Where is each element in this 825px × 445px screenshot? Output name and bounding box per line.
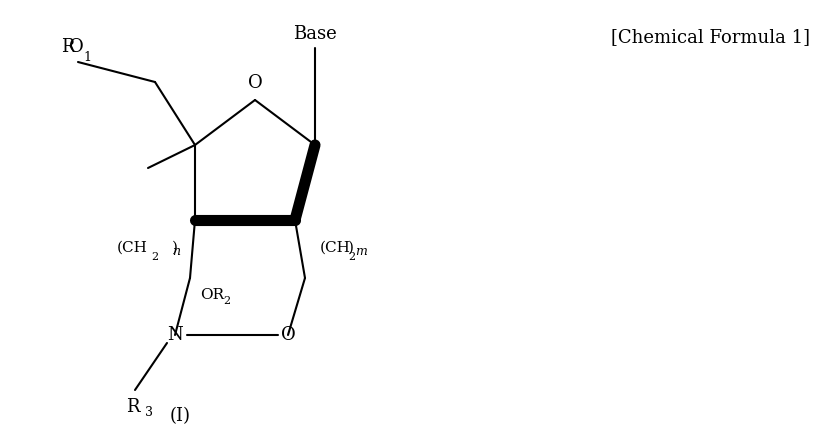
Text: (I): (I) <box>169 407 191 425</box>
Text: Base: Base <box>293 25 337 43</box>
Text: R: R <box>126 398 139 416</box>
Text: O: O <box>280 326 295 344</box>
Text: [Chemical Formula 1]: [Chemical Formula 1] <box>611 28 810 46</box>
Text: O: O <box>69 38 84 56</box>
Text: 1: 1 <box>83 51 91 64</box>
Text: 3: 3 <box>145 406 153 419</box>
Text: 2: 2 <box>223 296 230 306</box>
Text: R: R <box>62 38 75 56</box>
Text: ): ) <box>172 241 178 255</box>
Text: (CH: (CH <box>117 241 148 255</box>
Text: N: N <box>167 326 183 344</box>
Text: (CH: (CH <box>320 241 351 255</box>
Text: 2: 2 <box>151 252 158 262</box>
Text: O: O <box>248 74 262 92</box>
Text: OR: OR <box>200 288 224 302</box>
Text: 2: 2 <box>348 252 355 262</box>
Text: ): ) <box>348 241 354 255</box>
Text: n: n <box>172 244 180 258</box>
Text: m: m <box>355 244 367 258</box>
